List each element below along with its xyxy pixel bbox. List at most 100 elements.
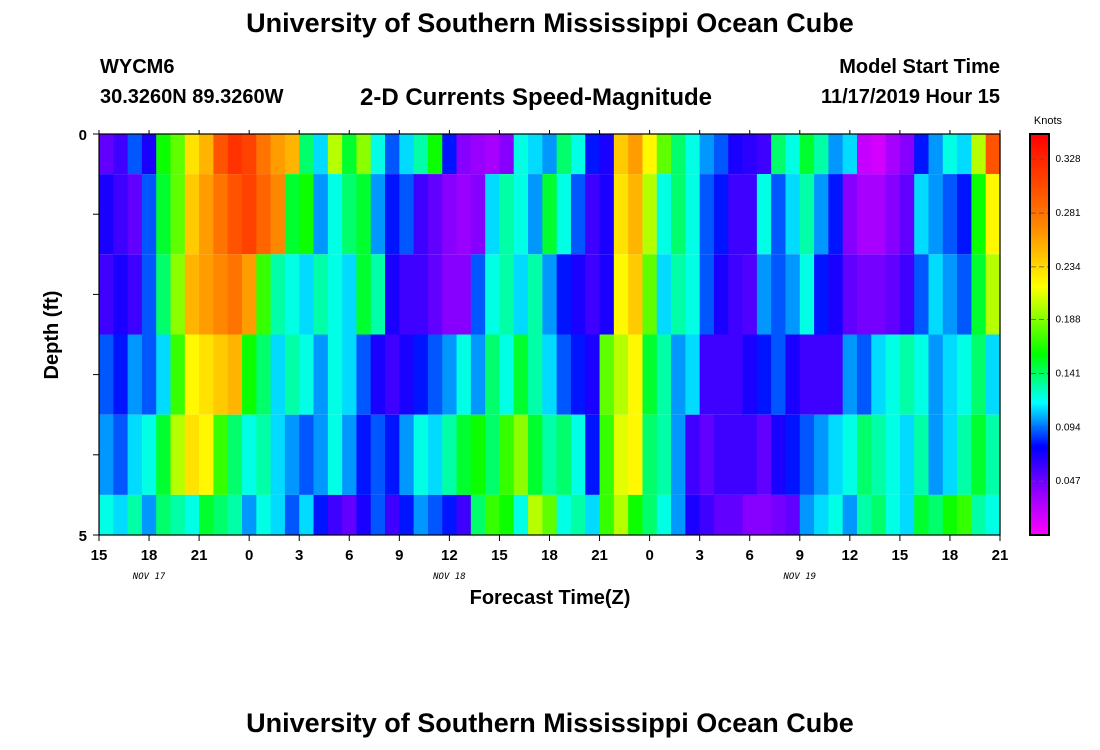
heatmap-cell (470, 254, 486, 335)
heatmap-cell (656, 494, 672, 535)
heatmap-cell (985, 174, 1001, 255)
heatmap-cell (156, 174, 172, 255)
heatmap-cell (299, 174, 315, 255)
heatmap-cell (184, 334, 200, 415)
heatmap-cell (742, 174, 758, 255)
station-coordinates: 30.3260N 89.3260W (100, 86, 284, 108)
heatmap-cell (685, 334, 701, 415)
heatmap-cell (370, 174, 386, 255)
heatmap-cell (928, 134, 944, 175)
heatmap-cell (642, 494, 658, 535)
heatmap-cell (713, 414, 729, 495)
heatmap-cell (628, 174, 644, 255)
heatmap-cell (728, 334, 744, 415)
heatmap-cell (284, 334, 300, 415)
heatmap-cell (141, 134, 157, 175)
heatmap-cell (742, 134, 758, 175)
heatmap-cell (828, 134, 844, 175)
heatmap-cell (399, 254, 415, 335)
heatmap-cell (427, 134, 443, 175)
heatmap-cell (313, 134, 329, 175)
heatmap-cell (170, 494, 186, 535)
x-axis-label: Forecast Time(Z) (470, 587, 631, 609)
heatmap-cell (628, 414, 644, 495)
heatmap-cell (542, 414, 558, 495)
heatmap-cell (899, 134, 915, 175)
heatmap-cell (270, 334, 286, 415)
heatmap-cell (227, 134, 243, 175)
heatmap-cell (856, 134, 872, 175)
heatmap-cell (756, 334, 772, 415)
heatmap-cell (528, 414, 543, 495)
heatmap-cell (556, 414, 572, 495)
heatmap-cell (199, 254, 215, 335)
heatmap-cell (242, 174, 257, 255)
heatmap-cell (899, 254, 915, 335)
heatmap-cell (842, 414, 858, 495)
heatmap-cell (342, 134, 358, 175)
x-tick-label: 18 (141, 547, 158, 564)
heatmap-cell (728, 414, 744, 495)
heatmap-cell (785, 414, 801, 495)
heatmap-cell (127, 334, 143, 415)
heatmap-cell (599, 494, 615, 535)
heatmap-cell (99, 254, 114, 335)
heatmap-cell (971, 414, 987, 495)
heatmap-cell (342, 174, 358, 255)
heatmap-cell (99, 134, 114, 175)
heatmap-cell (227, 334, 243, 415)
heatmap-cell (899, 174, 915, 255)
heatmap-cell (942, 134, 958, 175)
heatmap-cell (213, 254, 229, 335)
heatmap-cell (713, 134, 729, 175)
x-tick-label: 15 (491, 547, 508, 564)
heatmap-cell (213, 414, 229, 495)
heatmap-cell (685, 174, 701, 255)
heatmap-cell (828, 174, 844, 255)
heatmap-cell (756, 414, 772, 495)
heatmap-cell (327, 174, 343, 255)
heatmap-cell (342, 494, 358, 535)
heatmap-cell (914, 494, 930, 535)
chart-subtitle: 2-D Currents Speed-Magnitude (360, 84, 713, 111)
heatmap-cell (399, 494, 415, 535)
heatmap-cell (570, 414, 586, 495)
heatmap-cell (842, 174, 858, 255)
heatmap-cell (671, 494, 686, 535)
heatmap-cell (256, 134, 272, 175)
heatmap-cell (427, 254, 443, 335)
heatmap-cell (799, 414, 815, 495)
heatmap-cell (628, 254, 644, 335)
heatmap-cell (628, 494, 644, 535)
heatmap-cell (971, 254, 987, 335)
heatmap-cell (342, 254, 358, 335)
x-tick-label: 9 (395, 547, 403, 564)
heatmap-cell (413, 494, 429, 535)
model-start-label: Model Start Time (839, 56, 1000, 78)
heatmap-cell (556, 254, 572, 335)
heatmap-cell (599, 174, 615, 255)
heatmap-cell (942, 334, 958, 415)
x-tick-label: 3 (695, 547, 703, 564)
heatmap-cell (513, 334, 529, 415)
heatmap-cell (556, 174, 572, 255)
heatmap-cell (113, 134, 129, 175)
heatmap-cell (470, 334, 486, 415)
heatmap-cell (442, 254, 458, 335)
heatmap-cell (971, 494, 987, 535)
heatmap-cell (570, 134, 586, 175)
heatmap-cell (785, 134, 801, 175)
colorbar: Knots 0.328 0.281 0.234 0.188 0.141 0.094 0.04… (1029, 115, 1081, 536)
heatmap-cell (756, 254, 772, 335)
heatmap-cell (542, 254, 558, 335)
heatmap-cell (756, 494, 772, 535)
heatmap-cell (856, 414, 872, 495)
date-label: NOV 18 (432, 572, 466, 582)
heatmap-cell (141, 494, 157, 535)
heatmap-cell (570, 254, 586, 335)
heatmap-cell (299, 494, 315, 535)
heatmap-cell (370, 494, 386, 535)
heatmap-cell (256, 494, 272, 535)
heatmap-cell (113, 334, 129, 415)
x-tick-label: 12 (441, 547, 458, 564)
